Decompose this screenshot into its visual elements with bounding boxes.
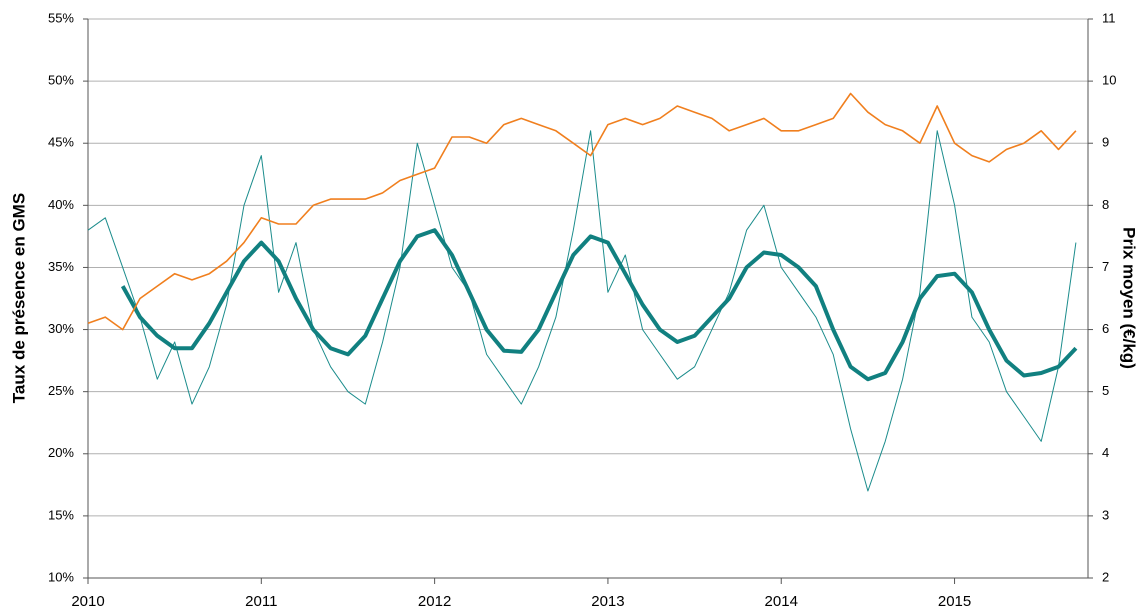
y-tick-label: 35% [48, 259, 74, 274]
y2-tick-label: 8 [1102, 197, 1109, 212]
series-line [87, 130, 1077, 492]
y-tick-label: 15% [48, 507, 74, 522]
y-tick-label: 45% [48, 135, 74, 150]
y-tick-label: 40% [48, 197, 74, 212]
y-tick-label: 55% [48, 10, 74, 25]
x-tick-label: 2013 [591, 593, 624, 610]
y-tick-label: 30% [48, 321, 74, 336]
y-tick-label: 20% [48, 445, 74, 460]
x-tick-label: 2010 [71, 593, 104, 610]
y2-tick-label: 6 [1102, 321, 1109, 336]
y2-tick-label: 11 [1102, 10, 1116, 25]
y-tick-label: 50% [48, 73, 74, 88]
y-tick-label: 25% [48, 383, 74, 398]
y2-tick-label: 7 [1102, 259, 1109, 274]
x-tick-label: 2012 [418, 593, 451, 610]
y2-tick-label: 4 [1102, 445, 1109, 460]
y-tick-label: 10% [48, 569, 74, 584]
y2-tick-label: 5 [1102, 383, 1109, 398]
series-line [120, 228, 1078, 382]
x-tick-label: 2015 [938, 593, 971, 610]
x-tick-label: 2011 [245, 593, 277, 610]
y2-axis-label: Prix moyen (€/kg) [1120, 227, 1139, 369]
series-line [87, 92, 1077, 331]
y2-tick-label: 2 [1102, 569, 1109, 584]
y-axis-label: Taux de présence en GMS [9, 193, 28, 403]
y2-tick-label: 9 [1102, 135, 1109, 150]
x-tick-label: 2014 [765, 593, 798, 610]
y2-tick-label: 3 [1102, 507, 1109, 522]
y2-tick-label: 10 [1102, 73, 1116, 88]
